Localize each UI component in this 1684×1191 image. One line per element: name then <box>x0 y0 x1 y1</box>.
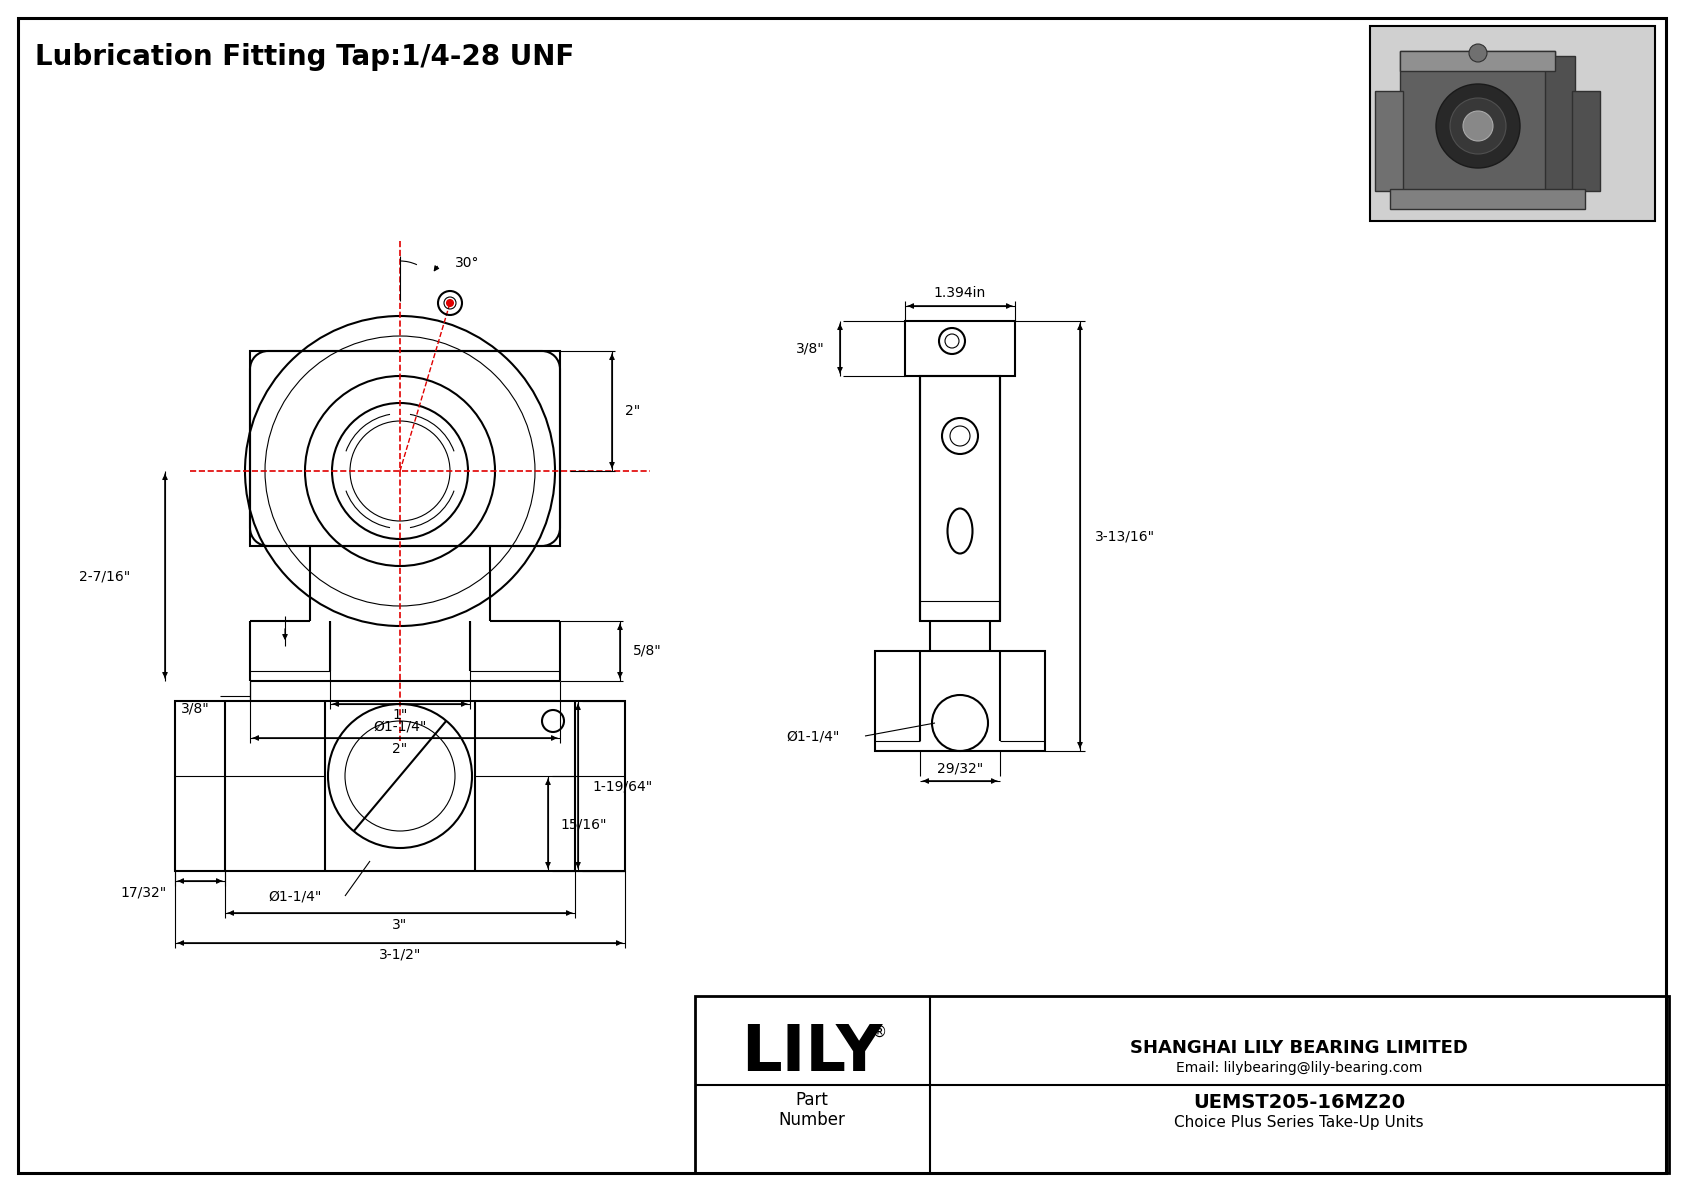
Text: LILY: LILY <box>741 1022 882 1084</box>
Text: 2": 2" <box>625 404 640 418</box>
Bar <box>1399 51 1554 71</box>
Bar <box>876 651 1046 752</box>
Bar <box>904 322 1015 376</box>
Text: 1-19/64": 1-19/64" <box>593 779 652 793</box>
Text: Lubrication Fitting Tap:1/4-28 UNF: Lubrication Fitting Tap:1/4-28 UNF <box>35 43 574 71</box>
Bar <box>1399 51 1554 197</box>
Bar <box>1376 91 1403 191</box>
Bar <box>1571 91 1600 191</box>
Text: 3-1/2": 3-1/2" <box>379 948 421 962</box>
Circle shape <box>1450 98 1505 154</box>
Bar <box>695 996 1669 1173</box>
Text: 1.394in: 1.394in <box>935 286 987 300</box>
Bar <box>1544 56 1575 191</box>
Text: 3-13/16": 3-13/16" <box>1095 529 1155 543</box>
Text: Ø1-1/4": Ø1-1/4" <box>268 888 322 903</box>
Text: Part
Number: Part Number <box>778 1091 845 1129</box>
Text: 30°: 30° <box>455 256 480 270</box>
Text: 2": 2" <box>392 742 408 756</box>
Text: UEMST205-16MZ20: UEMST205-16MZ20 <box>1192 1093 1404 1112</box>
Text: 15/16": 15/16" <box>561 817 606 831</box>
Bar <box>249 351 561 545</box>
Text: 1": 1" <box>392 707 408 722</box>
Text: 5/8": 5/8" <box>633 644 662 657</box>
Bar <box>1389 189 1585 208</box>
Circle shape <box>1436 85 1521 168</box>
Text: 3/8": 3/8" <box>797 341 825 355</box>
Text: 3": 3" <box>392 918 408 933</box>
Text: 29/32": 29/32" <box>936 762 983 777</box>
Bar <box>1371 26 1655 222</box>
Text: 17/32": 17/32" <box>121 886 167 900</box>
Text: ®: ® <box>872 1024 887 1040</box>
Text: Email: lilybearing@lily-bearing.com: Email: lilybearing@lily-bearing.com <box>1175 1061 1423 1075</box>
Circle shape <box>1463 111 1494 141</box>
Text: 2-7/16": 2-7/16" <box>79 569 130 584</box>
Text: 3/8": 3/8" <box>182 701 210 715</box>
Bar <box>175 701 625 871</box>
Text: SHANGHAI LILY BEARING LIMITED: SHANGHAI LILY BEARING LIMITED <box>1130 1039 1468 1056</box>
Text: Choice Plus Series Take-Up Units: Choice Plus Series Take-Up Units <box>1174 1116 1423 1130</box>
Circle shape <box>446 300 453 306</box>
Text: Ø1-1/4": Ø1-1/4" <box>786 729 840 743</box>
Circle shape <box>1468 44 1487 62</box>
Bar <box>919 376 1000 621</box>
Text: Ø1-1/4": Ø1-1/4" <box>374 721 426 734</box>
